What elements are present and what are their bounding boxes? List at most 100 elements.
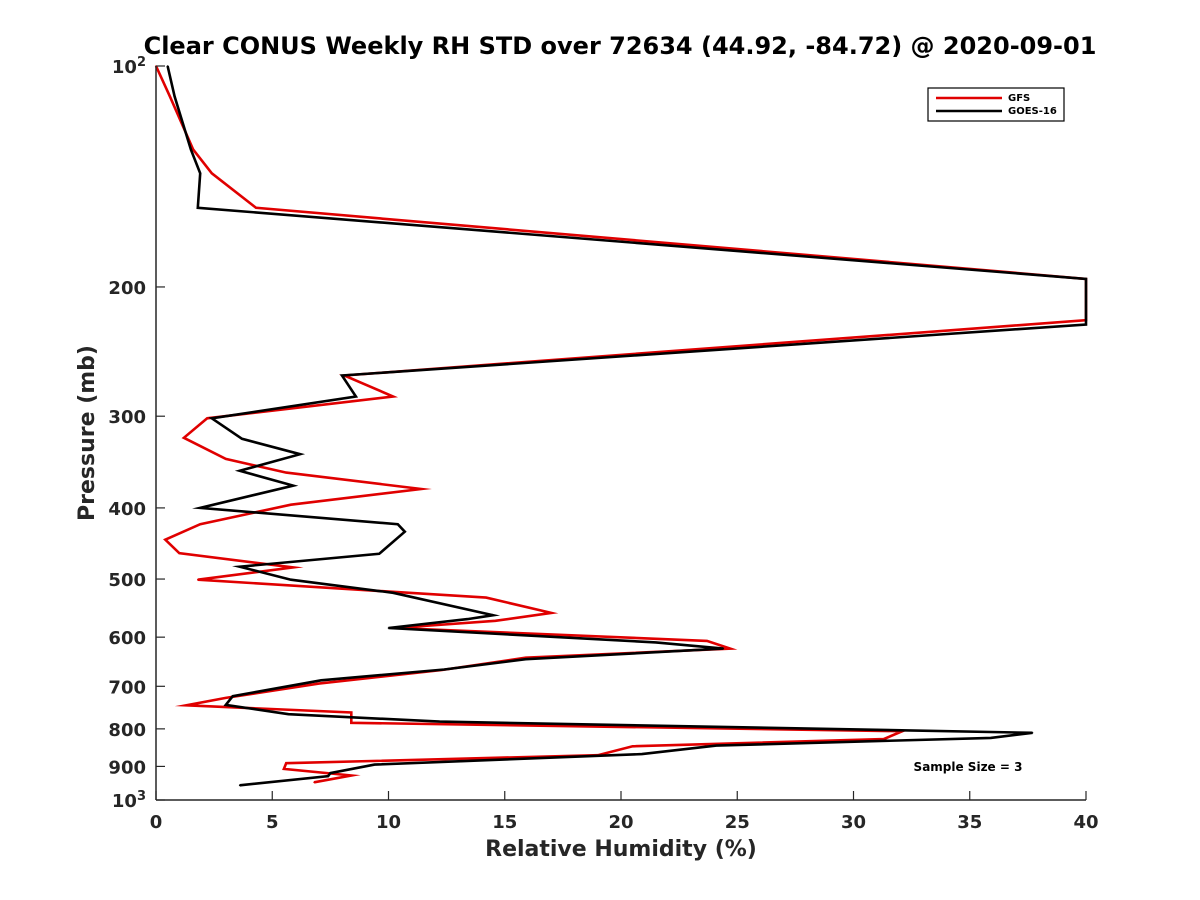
data-point-gfs	[285, 762, 288, 764]
data-point-goes16	[199, 507, 201, 509]
data-point-goes16	[211, 417, 213, 420]
data-point-goes16	[327, 775, 329, 777]
data-point-gfs	[206, 417, 208, 420]
data-point-goes16	[166, 65, 169, 67]
x-tick-label: 20	[608, 812, 633, 833]
x-tick-label: 30	[841, 812, 866, 833]
data-point-goes16	[387, 627, 390, 629]
data-point-goes16	[320, 679, 322, 682]
x-tick-label: 0	[150, 812, 163, 833]
data-point-goes16	[238, 565, 241, 568]
data-point-goes16	[1085, 278, 1087, 280]
data-point-gfs	[211, 172, 213, 175]
data-point-goes16	[299, 453, 301, 456]
legend-box	[927, 87, 1065, 122]
data-point-gfs	[313, 781, 315, 784]
data-point-goes16	[492, 614, 494, 616]
y-tick-label: 400	[108, 499, 146, 520]
data-point-gfs	[550, 612, 553, 614]
data-point-gfs	[882, 738, 885, 740]
data-point-goes16	[290, 578, 292, 581]
data-point-goes16	[190, 148, 192, 151]
data-point-goes16	[199, 172, 201, 175]
data-point-gfs	[350, 711, 353, 714]
data-point-gfs	[485, 596, 487, 599]
data-point-gfs	[285, 471, 288, 474]
data-point-goes16	[238, 470, 241, 472]
y-tick-label: 500	[108, 570, 146, 591]
data-point-goes16	[238, 784, 241, 787]
data-point-goes16	[443, 668, 446, 671]
data-point-gfs	[185, 704, 187, 707]
data-point-goes16	[989, 737, 992, 739]
data-point-gfs	[350, 774, 353, 777]
data-point-gfs	[183, 437, 185, 439]
data-point-goes16	[225, 704, 227, 706]
data-point-gfs	[199, 523, 201, 525]
x-tick-label: 35	[957, 812, 982, 833]
data-point-gfs	[318, 682, 320, 685]
data-point-gfs	[178, 552, 181, 554]
data-point-gfs	[225, 697, 227, 699]
y-tick-label: 300	[108, 407, 146, 428]
y-tick-label: 103	[112, 789, 146, 813]
x-tick-label: 5	[266, 812, 279, 833]
x-ticks: 0 5 10 15 20 25 30 35 40	[150, 791, 1099, 833]
data-point-goes16	[373, 763, 376, 766]
data-point-goes16	[197, 207, 199, 209]
data-point-gfs	[494, 620, 497, 622]
data-point-gfs	[706, 640, 708, 642]
data-point-goes16	[466, 618, 469, 620]
data-point-gfs	[255, 207, 257, 209]
data-point-gfs	[197, 578, 199, 581]
data-point-goes16	[355, 395, 357, 398]
x-axis-label: Relative Humidity (%)	[485, 837, 757, 862]
data-point-gfs	[292, 566, 295, 569]
data-point-goes16	[1031, 732, 1034, 734]
data-point-gfs	[631, 745, 634, 748]
data-point-goes16	[329, 772, 332, 774]
data-point-goes16	[397, 523, 399, 525]
data-point-gfs	[283, 768, 285, 770]
data-point-goes16	[715, 744, 718, 747]
data-point-goes16	[287, 713, 290, 715]
data-point-goes16	[438, 720, 441, 723]
y-tick-label: 900	[108, 757, 146, 778]
data-point-gfs	[192, 148, 194, 151]
y-ticks: 102 200 300 400 500 600 700 800 900 103	[108, 55, 165, 813]
data-point-goes16	[378, 553, 381, 555]
data-point-gfs	[290, 503, 292, 506]
data-point-goes16	[392, 592, 394, 594]
data-point-goes16	[341, 374, 343, 377]
data-point-gfs	[420, 488, 422, 490]
y-tick-label: 800	[108, 720, 146, 741]
series-layer	[154, 65, 1088, 787]
chart-title: Clear CONUS Weekly RH STD over 72634 (44…	[144, 32, 1097, 60]
y-tick-label: 600	[108, 628, 146, 649]
y-axis-label: Pressure (mb)	[75, 345, 100, 521]
x-tick-label: 15	[492, 812, 517, 833]
data-point-goes16	[404, 530, 406, 533]
data-point-gfs	[392, 395, 394, 398]
data-point-goes16	[1085, 323, 1087, 326]
data-point-gfs	[729, 647, 732, 650]
data-point-gfs	[350, 722, 353, 724]
data-point-goes16	[173, 95, 176, 98]
plot-area	[156, 66, 1086, 800]
legend-label-goes16: GOES-16	[1008, 106, 1057, 117]
data-point-gfs	[169, 95, 171, 98]
data-point-goes16	[524, 658, 527, 660]
y-tick-label: 102	[112, 55, 146, 79]
data-point-goes16	[231, 695, 234, 697]
data-point-goes16	[641, 753, 643, 755]
x-tick-label: 25	[725, 812, 750, 833]
legend-label-gfs: GFS	[1008, 93, 1030, 104]
x-tick-label: 10	[376, 812, 401, 833]
x-tick-label: 40	[1073, 812, 1098, 833]
series-points-goes16	[166, 65, 1087, 787]
data-point-gfs	[225, 458, 227, 460]
data-point-goes16	[241, 438, 243, 440]
data-point-gfs	[164, 538, 167, 541]
y-tick-label: 700	[108, 677, 146, 698]
